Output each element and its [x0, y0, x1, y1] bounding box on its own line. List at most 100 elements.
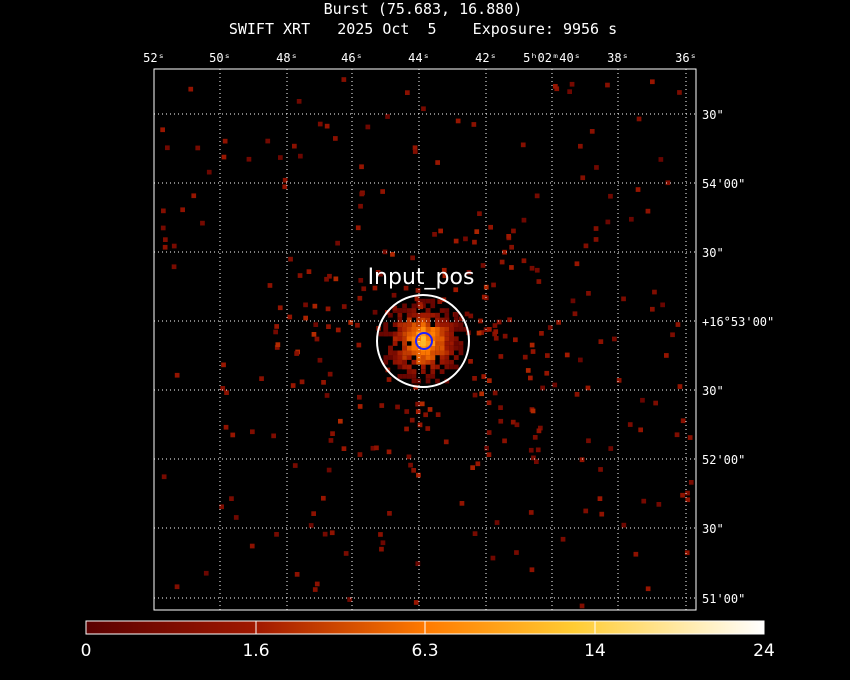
photon-pixel: [259, 376, 264, 381]
photon-pixel: [425, 327, 431, 332]
photon-pixel: [409, 417, 415, 423]
photon-pixel: [321, 380, 326, 385]
photon-pixel: [402, 374, 407, 379]
photon-pixel: [397, 336, 403, 342]
photon-pixel: [560, 536, 566, 542]
photon-pixel: [411, 336, 417, 342]
photon-pixel: [406, 364, 412, 370]
dec-tick-label: 52'00": [702, 453, 745, 467]
position-error-circle: [415, 332, 433, 350]
photon-pixel: [416, 336, 421, 342]
photon-pixel: [416, 350, 421, 356]
photon-pixel: [325, 306, 331, 312]
photon-pixel: [421, 355, 426, 360]
photon-pixel: [406, 345, 412, 351]
photon-pixel: [415, 401, 420, 407]
photon-pixel: [621, 296, 626, 302]
photon-pixel: [421, 106, 426, 112]
photon-pixel: [392, 341, 398, 346]
image-title: Burst (75.683, 16.880): [323, 0, 523, 18]
photon-pixel: [645, 208, 651, 214]
photon-pixel: [438, 228, 443, 234]
photon-pixel: [449, 364, 454, 370]
photon-pixel: [579, 457, 585, 463]
photon-pixel: [439, 336, 445, 342]
photon-pixel: [406, 331, 412, 337]
photon-pixel: [612, 336, 617, 342]
photon-pixel: [430, 312, 436, 318]
photon-pixel: [444, 350, 450, 356]
photon-pixel: [444, 312, 450, 318]
photon-pixel: [411, 369, 417, 374]
photon-pixel: [265, 138, 271, 144]
photon-pixel: [249, 543, 255, 549]
photon-pixel: [435, 317, 440, 323]
photon-pixel: [274, 324, 279, 329]
photon-pixel: [677, 90, 682, 95]
photon-pixel: [635, 187, 641, 192]
photon-pixel: [425, 426, 431, 431]
photon-pixel: [411, 378, 417, 384]
photon-pixel: [636, 116, 642, 122]
photon-pixel: [641, 498, 647, 504]
photon-pixel: [538, 425, 543, 431]
photon-pixel: [593, 237, 599, 242]
photon-pixel: [540, 385, 545, 391]
photon-pixel: [417, 422, 423, 428]
photon-pixel: [406, 369, 412, 374]
photon-pixel: [392, 322, 398, 327]
photon-pixel: [534, 267, 540, 273]
photon-pixel: [402, 308, 407, 313]
photon-pixel: [520, 142, 526, 148]
photon-pixel: [160, 127, 165, 133]
photon-pixel: [439, 327, 445, 332]
photon-pixel: [278, 155, 283, 160]
photon-pixel: [483, 284, 489, 290]
photon-pixel: [421, 303, 426, 309]
photon-pixel: [675, 322, 681, 327]
photon-pixel: [586, 438, 591, 444]
photon-pixel: [481, 294, 487, 300]
photon-pixel: [492, 390, 498, 396]
photon-pixel: [494, 520, 500, 525]
photon-pixel: [423, 412, 428, 418]
photon-pixel: [536, 428, 542, 434]
photon-pixel: [341, 77, 347, 82]
photon-pixel: [532, 435, 538, 440]
photon-pixel: [453, 336, 459, 342]
ra-tick-label: 38ˢ: [607, 51, 629, 65]
photon-pixel: [529, 342, 535, 348]
photon-pixel: [687, 435, 693, 440]
photon-pixel: [274, 532, 279, 537]
photon-pixel: [421, 331, 426, 337]
photon-pixel: [439, 355, 445, 360]
photon-pixel: [411, 327, 417, 332]
photon-pixel: [458, 327, 464, 332]
photon-pixel: [357, 394, 362, 400]
photon-pixel: [439, 317, 445, 323]
photon-pixel: [402, 359, 407, 365]
photon-pixel: [421, 364, 426, 370]
photon-pixel: [282, 177, 288, 183]
photon-pixel: [395, 404, 400, 410]
photon-pixel: [670, 332, 675, 338]
photon-pixel: [443, 439, 449, 445]
photon-pixel: [405, 90, 410, 95]
photon-pixel: [397, 327, 403, 332]
photon-pixel: [221, 362, 226, 368]
photon-pixel: [435, 341, 440, 346]
photon-pixel: [544, 370, 550, 376]
photon-pixel: [402, 327, 407, 332]
photon-pixel: [425, 317, 431, 323]
photon-pixel: [645, 586, 651, 592]
photon-pixel: [478, 318, 483, 324]
photon-pixel: [430, 350, 436, 356]
photon-pixel: [597, 496, 603, 501]
photon-pixel: [529, 567, 535, 573]
photon-pixel: [416, 341, 421, 346]
photon-pixel: [680, 418, 686, 424]
photon-pixel: [408, 462, 413, 468]
photon-pixel: [458, 322, 464, 327]
photon-pixel: [474, 229, 480, 234]
photon-pixel: [221, 154, 227, 160]
